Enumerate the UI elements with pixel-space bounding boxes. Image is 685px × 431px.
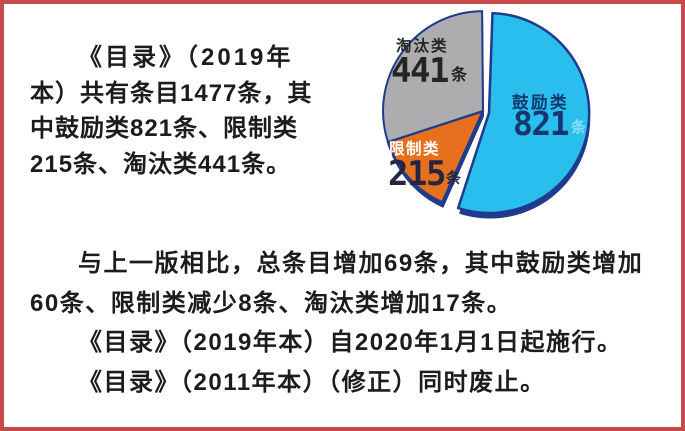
intro-line: 215条、淘汰类441条。 bbox=[30, 150, 292, 178]
slice-label-eliminate: 淘汰类 bbox=[396, 36, 449, 55]
body-line: 《目录》（2019年本）自2020年1月1日起施行。 bbox=[78, 329, 623, 356]
intro-line: 本）共有条目1477条，其 bbox=[30, 79, 313, 107]
pie-chart-svg: 淘汰类 441 条 鼓励类 821 条 限制类 215 条 bbox=[382, 10, 591, 219]
body-paragraphs: 与上一版相比，总条目增加69条，其中鼓励类增加 60条、限制类减少8条、淘汰类增… bbox=[30, 244, 665, 402]
intro-paragraph: 《目录》（2019年 本）共有条目1477条，其 中鼓励类821条、限制类 21… bbox=[30, 40, 342, 182]
body-line: 《目录》（2011年本）（修正）同时废止。 bbox=[78, 368, 546, 396]
body-line: 60条、限制类减少8条、淘汰类增加17条。 bbox=[30, 289, 513, 317]
pie-chart: 淘汰类 441 条 鼓励类 821 条 限制类 215 条 bbox=[345, 4, 679, 242]
slice-value-restrict: 215 bbox=[388, 154, 445, 194]
pie-slice-eliminate bbox=[382, 10, 484, 143]
body-line: 与上一版相比，总条目增加69条，其中鼓励类增加 bbox=[78, 250, 644, 277]
slice-value-eliminate: 441 bbox=[391, 51, 448, 91]
intro-line: 中鼓励类821条、限制类 bbox=[30, 115, 299, 142]
slice-unit-encourage: 条 bbox=[570, 118, 587, 136]
intro-line: 《目录》（2019年 bbox=[78, 44, 294, 71]
slice-label-restrict: 限制类 bbox=[389, 139, 440, 158]
slice-label-encourage: 鼓励类 bbox=[512, 92, 569, 112]
slice-unit-eliminate: 条 bbox=[450, 65, 468, 84]
slice-unit-restrict: 条 bbox=[445, 169, 462, 187]
pie-slice-restrict bbox=[386, 109, 485, 204]
pie-slice-encourage bbox=[456, 11, 591, 215]
slice-value-encourage: 821 bbox=[513, 104, 569, 143]
